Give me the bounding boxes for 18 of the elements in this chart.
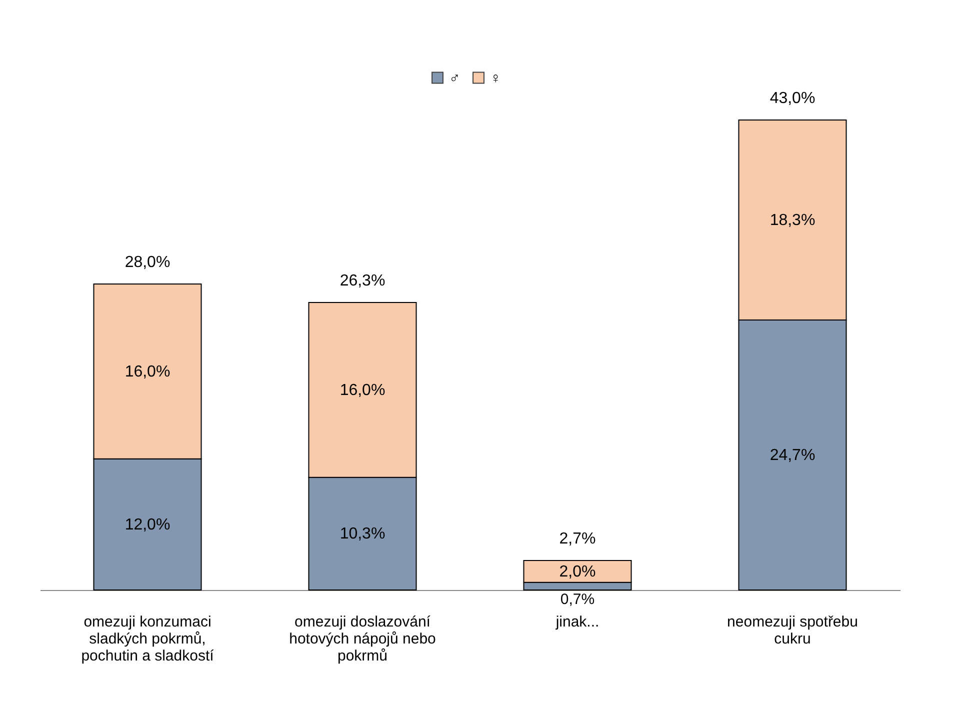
x-tick-label: jinak... [554, 614, 600, 630]
legend-label: ♀ [490, 70, 502, 87]
total-label: 26,3% [340, 272, 386, 290]
legend-label: ♂ [449, 70, 460, 87]
total-label: 43,0% [770, 90, 816, 107]
total-label: 28,0% [124, 254, 170, 271]
data-label: 16,0% [124, 363, 170, 380]
data-label: 16,0% [340, 382, 386, 399]
x-tick-label: omezuji konzumaci sladkých pokrmů, pochutin a sladkostí [81, 614, 215, 664]
data-label: 24,7% [770, 447, 816, 464]
data-label: 10,3% [340, 526, 386, 543]
data-label: 2,0% [559, 563, 596, 580]
data-label: 12,0% [124, 516, 170, 534]
total-label: 2,7% [559, 530, 596, 548]
x-tick-label: omezuji doslazování hotových nápojů nebo pokrmů [289, 614, 436, 664]
data-label: 0,7% [560, 591, 595, 608]
x-tick-label: neomezuji spotřebu cukru [727, 614, 858, 648]
data-label: 18,3% [770, 212, 816, 230]
